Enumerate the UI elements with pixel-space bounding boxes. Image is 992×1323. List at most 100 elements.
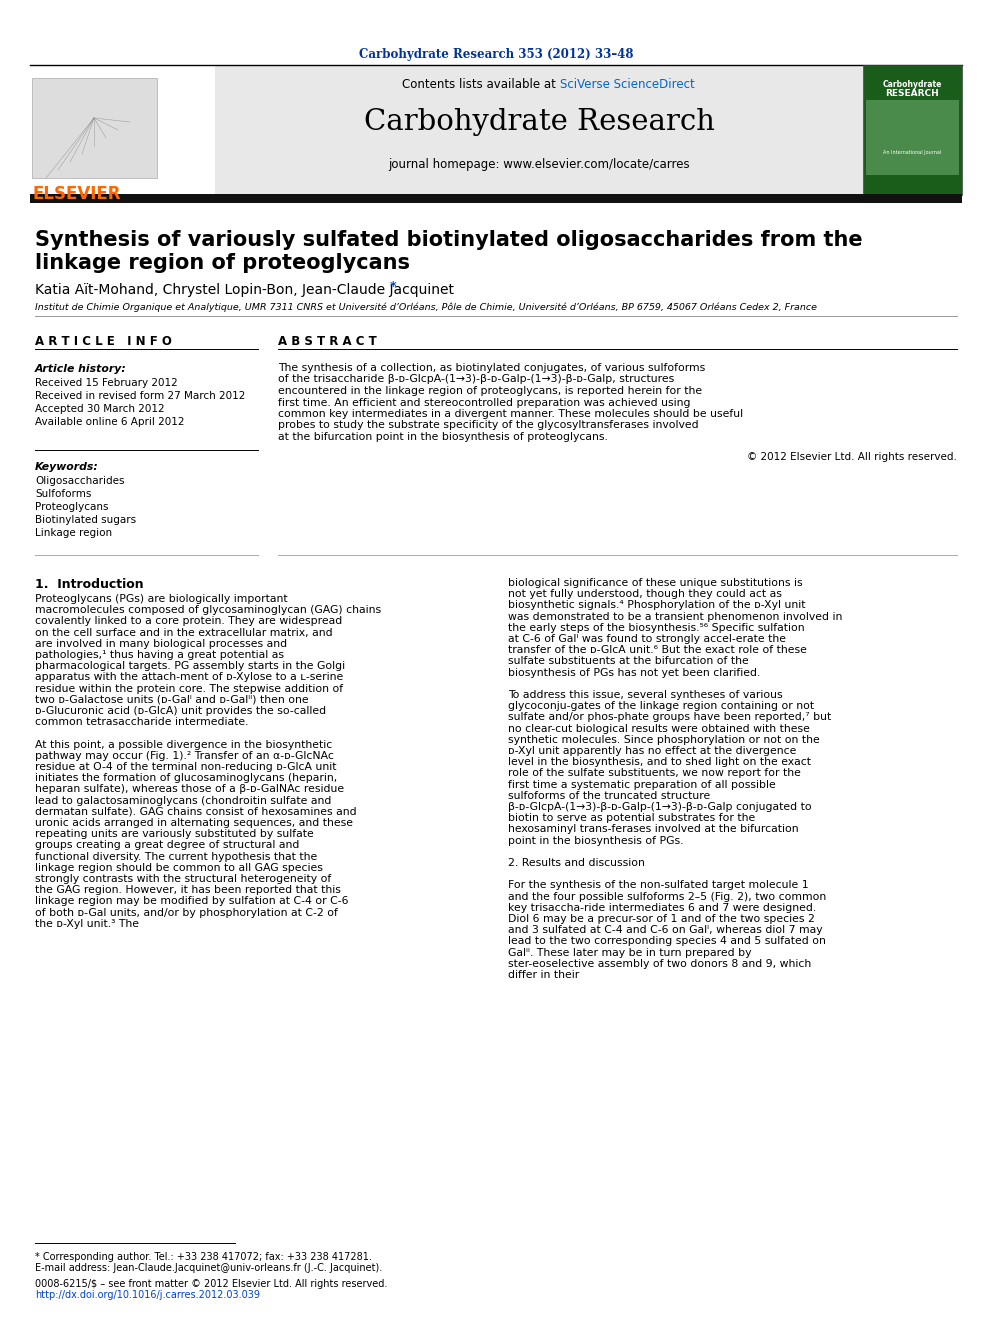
Text: encountered in the linkage region of proteoglycans, is reported herein for the: encountered in the linkage region of pro… xyxy=(278,386,702,396)
Text: ᴅ-Glucuronic acid (ᴅ-GlcA) unit provides the so-called: ᴅ-Glucuronic acid (ᴅ-GlcA) unit provides… xyxy=(35,706,326,716)
Text: Received in revised form 27 March 2012: Received in revised form 27 March 2012 xyxy=(35,392,245,401)
Text: repeating units are variously substituted by sulfate: repeating units are variously substitute… xyxy=(35,830,313,839)
Text: common tetrasaccharide intermediate.: common tetrasaccharide intermediate. xyxy=(35,717,249,728)
Text: of the trisaccharide β-ᴅ-GlcpA-(1→3)-β-ᴅ-Galp-(1→3)-β-ᴅ-Galp, structures: of the trisaccharide β-ᴅ-GlcpA-(1→3)-β-ᴅ… xyxy=(278,374,675,385)
Text: Katia Aït-Mohand, Chrystel Lopin-Bon, Jean-Claude Jacquinet: Katia Aït-Mohand, Chrystel Lopin-Bon, Je… xyxy=(35,283,454,296)
Text: biosynthesis of PGs has not yet been clarified.: biosynthesis of PGs has not yet been cla… xyxy=(508,668,761,677)
Text: * Corresponding author. Tel.: +33 238 417072; fax: +33 238 417281.: * Corresponding author. Tel.: +33 238 41… xyxy=(35,1252,372,1262)
Text: Received 15 February 2012: Received 15 February 2012 xyxy=(35,378,178,388)
Text: linkage region should be common to all GAG species: linkage region should be common to all G… xyxy=(35,863,322,873)
Text: For the synthesis of the non-sulfated target molecule 1: For the synthesis of the non-sulfated ta… xyxy=(508,880,808,890)
Text: linkage region of proteoglycans: linkage region of proteoglycans xyxy=(35,253,410,273)
Text: journal homepage: www.elsevier.com/locate/carres: journal homepage: www.elsevier.com/locat… xyxy=(388,157,689,171)
Text: The synthesis of a collection, as biotinylated conjugates, of various sulfoforms: The synthesis of a collection, as biotin… xyxy=(278,363,705,373)
Text: macromolecules composed of glycosaminoglycan (GAG) chains: macromolecules composed of glycosaminogl… xyxy=(35,605,381,615)
Text: sulfoforms of the truncated structure: sulfoforms of the truncated structure xyxy=(508,791,710,800)
Text: Available online 6 April 2012: Available online 6 April 2012 xyxy=(35,417,185,427)
Text: Carbohydrate Research 353 (2012) 33–48: Carbohydrate Research 353 (2012) 33–48 xyxy=(359,48,633,61)
Text: SciVerse ScienceDirect: SciVerse ScienceDirect xyxy=(560,78,694,91)
Text: at C-6 of Galᴵ was found to strongly accel-erate the: at C-6 of Galᴵ was found to strongly acc… xyxy=(508,634,786,644)
Text: Accepted 30 March 2012: Accepted 30 March 2012 xyxy=(35,404,165,414)
Text: residue within the protein core. The stepwise addition of: residue within the protein core. The ste… xyxy=(35,684,343,693)
Text: © 2012 Elsevier Ltd. All rights reserved.: © 2012 Elsevier Ltd. All rights reserved… xyxy=(747,451,957,462)
Text: strongly contrasts with the structural heterogeneity of: strongly contrasts with the structural h… xyxy=(35,875,331,884)
Text: Keywords:: Keywords: xyxy=(35,462,99,472)
Text: point in the biosynthesis of PGs.: point in the biosynthesis of PGs. xyxy=(508,836,683,845)
Text: RESEARCH: RESEARCH xyxy=(885,89,938,98)
Text: β-ᴅ-GlcpA-(1→3)-β-ᴅ-Galp-(1→3)-β-ᴅ-Galp conjugated to: β-ᴅ-GlcpA-(1→3)-β-ᴅ-Galp-(1→3)-β-ᴅ-Galp … xyxy=(508,802,811,812)
Text: Biotinylated sugars: Biotinylated sugars xyxy=(35,515,136,525)
Text: Oligosaccharides: Oligosaccharides xyxy=(35,476,125,486)
Text: apparatus with the attach-ment of ᴅ-Xylose to a ʟ-serine: apparatus with the attach-ment of ᴅ-Xylo… xyxy=(35,672,343,683)
Text: Carbohydrate: Carbohydrate xyxy=(882,79,941,89)
Text: An International Journal: An International Journal xyxy=(883,149,941,155)
Text: *: * xyxy=(390,280,397,292)
Text: uronic acids arranged in alternating sequences, and these: uronic acids arranged in alternating seq… xyxy=(35,818,353,828)
Bar xyxy=(215,65,863,194)
Text: dermatan sulfate). GAG chains consist of hexosamines and: dermatan sulfate). GAG chains consist of… xyxy=(35,807,357,816)
Text: ster-eoselective assembly of two donors 8 and 9, which: ster-eoselective assembly of two donors … xyxy=(508,959,811,968)
Text: 0008-6215/$ – see front matter © 2012 Elsevier Ltd. All rights reserved.: 0008-6215/$ – see front matter © 2012 El… xyxy=(35,1279,387,1289)
Text: covalently linked to a core protein. They are widespread: covalently linked to a core protein. The… xyxy=(35,617,342,626)
Text: and the four possible sulfoforms 2–5 (Fig. 2), two common: and the four possible sulfoforms 2–5 (Fi… xyxy=(508,892,826,901)
Text: not yet fully understood, though they could act as: not yet fully understood, though they co… xyxy=(508,589,782,599)
Text: residue at O-4 of the terminal non-reducing ᴅ-GlcA unit: residue at O-4 of the terminal non-reduc… xyxy=(35,762,336,773)
Bar xyxy=(30,194,962,202)
Text: sulfate substituents at the bifurcation of the: sulfate substituents at the bifurcation … xyxy=(508,656,749,667)
Text: common key intermediates in a divergent manner. These molecules should be useful: common key intermediates in a divergent … xyxy=(278,409,743,419)
Text: lead to galactosaminoglycans (chondroitin sulfate and: lead to galactosaminoglycans (chondroiti… xyxy=(35,795,331,806)
Text: the early steps of the biosynthesis.⁵⁶ Specific sulfation: the early steps of the biosynthesis.⁵⁶ S… xyxy=(508,623,805,632)
Text: probes to study the substrate specificity of the glycosyltransferases involved: probes to study the substrate specificit… xyxy=(278,421,698,430)
Text: linkage region may be modified by sulfation at C-4 or C-6: linkage region may be modified by sulfat… xyxy=(35,897,348,906)
Text: Sulfoforms: Sulfoforms xyxy=(35,490,91,499)
Text: level in the biosynthesis, and to shed light on the exact: level in the biosynthesis, and to shed l… xyxy=(508,757,811,767)
Text: lead to the two corresponding species 4 and 5 sulfated on: lead to the two corresponding species 4 … xyxy=(508,937,826,946)
Text: Proteoglycans: Proteoglycans xyxy=(35,501,108,512)
Text: Institut de Chimie Organique et Analytique, UMR 7311 CNRS et Université d’Orléan: Institut de Chimie Organique et Analytiq… xyxy=(35,302,817,311)
Text: groups creating a great degree of structural and: groups creating a great degree of struct… xyxy=(35,840,300,851)
Text: Carbohydrate Research: Carbohydrate Research xyxy=(363,108,714,136)
Text: Linkage region: Linkage region xyxy=(35,528,112,538)
Text: biological significance of these unique substitutions is: biological significance of these unique … xyxy=(508,578,803,587)
Text: Proteoglycans (PGs) are biologically important: Proteoglycans (PGs) are biologically imp… xyxy=(35,594,288,605)
Text: differ in their: differ in their xyxy=(508,970,579,980)
Text: pharmacological targets. PG assembly starts in the Golgi: pharmacological targets. PG assembly sta… xyxy=(35,662,345,671)
Text: was demonstrated to be a transient phenomenon involved in: was demonstrated to be a transient pheno… xyxy=(508,611,842,622)
Text: E-mail address: Jean-Claude.Jacquinet@univ-orleans.fr (J.-C. Jacquinet).: E-mail address: Jean-Claude.Jacquinet@un… xyxy=(35,1263,382,1273)
Text: biotin to serve as potential substrates for the: biotin to serve as potential substrates … xyxy=(508,814,755,823)
Text: 2. Results and discussion: 2. Results and discussion xyxy=(508,859,645,868)
Text: Diol 6 may be a precur-sor of 1 and of the two species 2: Diol 6 may be a precur-sor of 1 and of t… xyxy=(508,914,814,923)
Text: hexosaminyl trans-ferases involved at the bifurcation: hexosaminyl trans-ferases involved at th… xyxy=(508,824,799,835)
Text: on the cell surface and in the extracellular matrix, and: on the cell surface and in the extracell… xyxy=(35,627,332,638)
Text: initiates the formation of glucosaminoglycans (heparin,: initiates the formation of glucosaminogl… xyxy=(35,773,337,783)
Text: synthetic molecules. Since phosphorylation or not on the: synthetic molecules. Since phosphorylati… xyxy=(508,734,819,745)
Text: no clear-cut biological results were obtained with these: no clear-cut biological results were obt… xyxy=(508,724,809,733)
Text: two ᴅ-Galactose units (ᴅ-Galᴵ and ᴅ-Galᴵᴵ) then one: two ᴅ-Galactose units (ᴅ-Galᴵ and ᴅ-Galᴵ… xyxy=(35,695,309,705)
Text: http://dx.doi.org/10.1016/j.carres.2012.03.039: http://dx.doi.org/10.1016/j.carres.2012.… xyxy=(35,1290,260,1301)
Text: 1.  Introduction: 1. Introduction xyxy=(35,578,144,591)
Text: glycoconju-gates of the linkage region containing or not: glycoconju-gates of the linkage region c… xyxy=(508,701,814,712)
Bar xyxy=(866,101,959,175)
Text: transfer of the ᴅ-GlcA unit.⁶ But the exact role of these: transfer of the ᴅ-GlcA unit.⁶ But the ex… xyxy=(508,646,806,655)
Text: At this point, a possible divergence in the biosynthetic: At this point, a possible divergence in … xyxy=(35,740,332,750)
Text: Synthesis of variously sulfated biotinylated oligosaccharides from the: Synthesis of variously sulfated biotinyl… xyxy=(35,230,863,250)
Text: heparan sulfate), whereas those of a β-ᴅ-GalNAc residue: heparan sulfate), whereas those of a β-ᴅ… xyxy=(35,785,344,794)
Text: of both ᴅ-Gal units, and/or by phosphorylation at C-2 of: of both ᴅ-Gal units, and/or by phosphory… xyxy=(35,908,338,918)
Bar xyxy=(30,65,215,194)
Bar xyxy=(863,65,962,194)
Text: pathologies,¹ thus having a great potential as: pathologies,¹ thus having a great potent… xyxy=(35,650,284,660)
Text: and 3 sulfated at C-4 and C-6 on Galᴵ, whereas diol 7 may: and 3 sulfated at C-4 and C-6 on Galᴵ, w… xyxy=(508,925,822,935)
Bar xyxy=(32,78,157,179)
Text: functional diversity. The current hypothesis that the: functional diversity. The current hypoth… xyxy=(35,852,317,861)
Text: role of the sulfate substituents, we now report for the: role of the sulfate substituents, we now… xyxy=(508,769,801,778)
Text: To address this issue, several syntheses of various: To address this issue, several syntheses… xyxy=(508,691,783,700)
Text: the ᴅ-Xyl unit.³ The: the ᴅ-Xyl unit.³ The xyxy=(35,918,139,929)
Text: ᴅ-Xyl unit apparently has no effect at the divergence: ᴅ-Xyl unit apparently has no effect at t… xyxy=(508,746,797,755)
Text: at the bifurcation point in the biosynthesis of proteoglycans.: at the bifurcation point in the biosynth… xyxy=(278,433,608,442)
Text: Article history:: Article history: xyxy=(35,364,127,374)
Text: biosynthetic signals.⁴ Phosphorylation of the ᴅ-Xyl unit: biosynthetic signals.⁴ Phosphorylation o… xyxy=(508,601,806,610)
Text: the GAG region. However, it has been reported that this: the GAG region. However, it has been rep… xyxy=(35,885,341,896)
Text: sulfate and/or phos-phate groups have been reported,⁷ but: sulfate and/or phos-phate groups have be… xyxy=(508,712,831,722)
Text: Galᴵᴵ. These later may be in turn prepared by: Galᴵᴵ. These later may be in turn prepar… xyxy=(508,947,752,958)
Text: key trisaccha-ride intermediates 6 and 7 were designed.: key trisaccha-ride intermediates 6 and 7… xyxy=(508,902,816,913)
